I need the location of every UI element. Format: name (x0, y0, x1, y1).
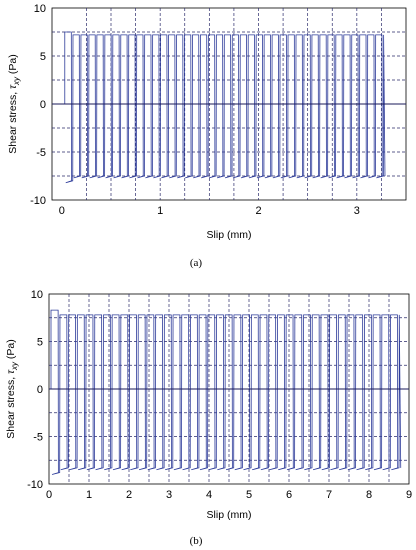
shear-stress-slip-curve (64, 31, 386, 184)
x-tick-label: 3 (354, 205, 360, 217)
x-tick-label: 5 (246, 489, 252, 501)
x-tick-labels: 0 1 2 3 (59, 205, 360, 217)
y-axis-title: Shear stress, τxy (Pa) (5, 339, 19, 438)
x-tick-label: 2 (126, 489, 132, 501)
x-tick-label: 4 (206, 489, 212, 501)
y-tick-label: -10 (30, 195, 46, 207)
y-tick-label: 5 (37, 337, 43, 349)
data-series (64, 31, 386, 184)
y-tick-label: -10 (27, 479, 43, 491)
x-tick-label: 1 (86, 489, 92, 501)
y-axis-title: Shear stress, τxy (Pa) (7, 54, 21, 153)
x-tick-label: 7 (326, 489, 332, 501)
x-tick-label: 3 (166, 489, 172, 501)
panel-label-b: (b) (190, 535, 203, 547)
x-tick-labels: 0 1 2 3 4 5 6 7 8 9 (46, 489, 412, 501)
data-series (50, 309, 402, 475)
x-tick-label: 9 (406, 489, 412, 501)
y-tick-label: 0 (40, 99, 46, 111)
chart-panel-a: -10 -5 0 5 10 0 1 2 3 Slip (mm) Shear stress, τ… (7, 3, 407, 269)
x-axis-title: Slip (mm) (207, 229, 252, 241)
x-tick-label: 1 (157, 205, 163, 217)
chart-panel-b: -10 -5 0 5 10 0 1 2 3 4 5 6 7 8 9 Slip (mm) Shear str… (5, 289, 412, 547)
y-tick-label: -5 (33, 432, 43, 444)
y-tick-label: -5 (36, 147, 46, 159)
y-tick-label: 10 (31, 289, 43, 301)
x-tick-label: 6 (286, 489, 292, 501)
y-tick-labels: -10 -5 0 5 10 (30, 3, 46, 207)
y-tick-labels: -10 -5 0 5 10 (27, 289, 43, 491)
x-tick-label: 8 (366, 489, 372, 501)
shear-stress-slip-curve (50, 309, 402, 475)
panel-label-a: (a) (190, 257, 203, 269)
x-tick-label: 0 (59, 205, 65, 217)
x-axis-title: Slip (mm) (207, 509, 252, 521)
y-tick-label: 0 (37, 384, 43, 396)
y-tick-label: 5 (40, 51, 46, 63)
x-tick-label: 0 (46, 489, 52, 501)
y-tick-label: 10 (34, 3, 46, 15)
x-tick-label: 2 (255, 205, 261, 217)
